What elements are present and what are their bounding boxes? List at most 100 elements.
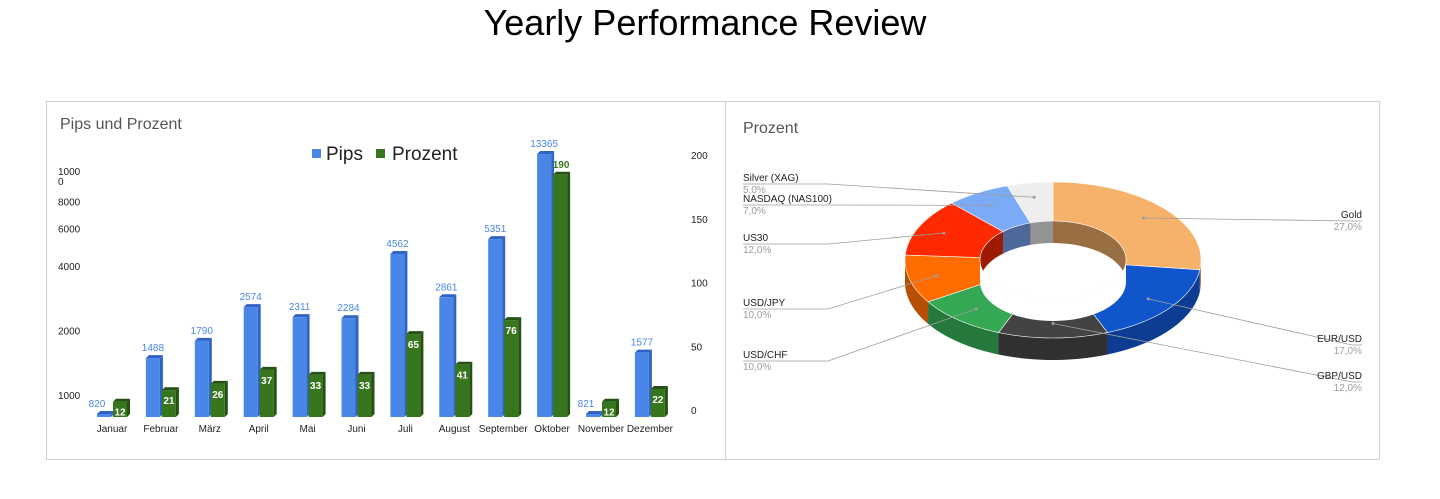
bar-pips-top	[194, 337, 212, 341]
data-label-pips: 1488	[142, 343, 165, 354]
x-axis-tick: Januar	[97, 424, 128, 435]
bar-prozent-side	[175, 387, 179, 417]
leader-line	[1148, 298, 1362, 346]
bar-pips	[243, 307, 258, 417]
bar-chart-panel: Pips und Prozent Pips Prozent 1000 2000 4000…	[46, 101, 726, 460]
leader-dot	[990, 203, 994, 207]
bar-pips-top	[488, 236, 506, 240]
x-axis-tick: November	[578, 424, 625, 435]
leader-line	[743, 183, 1035, 198]
bar-prozent-top	[602, 398, 619, 402]
bar-pips	[439, 297, 454, 417]
data-label-prozent: 65	[408, 340, 420, 351]
legend-swatch-pips	[312, 149, 321, 158]
leader-dot	[942, 231, 946, 235]
data-label-pips: 1577	[631, 338, 654, 349]
data-label-prozent: 26	[212, 390, 224, 401]
right-axis-tick: 100	[691, 279, 708, 290]
bar-pips-top	[537, 151, 555, 155]
slice-wall	[1107, 269, 1200, 355]
left-axis-tick: 1000	[58, 391, 81, 402]
bar-pips	[634, 352, 649, 417]
data-label-pips: 1790	[191, 326, 214, 337]
bar-pips-top	[243, 304, 261, 308]
right-axis-tick: 50	[691, 342, 703, 353]
left-axis-tick: 6000	[58, 224, 81, 235]
bar-prozent-side	[127, 398, 130, 417]
bar-pips-top	[634, 349, 652, 353]
bar-prozent-side	[469, 361, 473, 417]
bar-prozent	[406, 334, 421, 417]
bar-prozent-side	[224, 380, 228, 417]
slice-inner-wall	[980, 231, 1004, 280]
bar-pips-top	[145, 355, 163, 359]
bar-prozent-top	[553, 171, 571, 175]
bar-prozent	[259, 369, 274, 417]
bar-pips	[145, 358, 160, 417]
bar-pips	[194, 340, 209, 417]
slice-percent: 12,0%	[743, 245, 771, 256]
leader-line	[1052, 323, 1362, 383]
slice-inner-wall	[1003, 222, 1031, 254]
slice-label: NASDAQ (NAS100)	[743, 194, 832, 205]
bar-pips-top	[439, 294, 457, 298]
data-label-pips: 2284	[337, 303, 360, 314]
bar-prozent-side	[273, 366, 277, 417]
data-label-pips: 2861	[435, 282, 458, 293]
bar-prozent	[113, 401, 127, 417]
leader-dot	[1032, 195, 1036, 199]
bar-prozent-side	[420, 331, 424, 417]
slice-wall	[1199, 260, 1201, 292]
bar-prozent-top	[406, 331, 424, 335]
slice-wall	[998, 332, 1108, 360]
donut-hole	[980, 260, 1126, 321]
leader-line	[743, 275, 937, 310]
bar-prozent-side	[616, 398, 619, 417]
slice-percent: 5,0%	[743, 185, 766, 196]
bar-prozent-side	[518, 317, 522, 417]
bar-prozent	[455, 364, 470, 417]
data-label-pips: 821	[578, 399, 595, 410]
page-title: Yearly Performance Review	[483, 2, 927, 43]
slice-percent: 10,0%	[743, 310, 771, 321]
slice-label: Silver (XAG)	[743, 173, 799, 184]
bar-chart: Pips Prozent10002000400060008000100000501…	[58, 139, 708, 435]
left-axis-tick: 2000	[58, 327, 81, 338]
data-label-prozent: 33	[310, 381, 322, 392]
bar-pips-top	[390, 250, 408, 254]
bar-pips-top	[586, 411, 603, 414]
bar-pips-top	[97, 411, 114, 414]
bar-prozent-top	[504, 317, 522, 321]
bar-prozent-top	[210, 380, 228, 384]
bar-prozent	[161, 390, 176, 417]
bar-prozent	[357, 374, 372, 417]
slice	[1006, 181, 1054, 224]
pie-chart-panel: Prozent Gold 27,0% EUR/USD 17,0% GBP/USD 12,0…	[725, 101, 1380, 460]
slice-percent: 12,0%	[1334, 383, 1362, 394]
bar-prozent-side	[664, 385, 668, 417]
left-axis-tick: 4000	[58, 262, 81, 273]
bar-pips	[537, 154, 552, 417]
slice-percent: 17,0%	[1334, 346, 1362, 357]
bar-prozent	[504, 320, 519, 417]
bar-pips	[341, 318, 356, 417]
bar-pips	[488, 239, 503, 417]
right-axis-tick: 0	[691, 406, 697, 417]
slice-percent: 27,0%	[1334, 222, 1362, 233]
chart-legend: Pips Prozent	[312, 144, 458, 165]
x-axis-tick: Oktober	[534, 424, 570, 435]
legend-label-pips: Pips	[326, 144, 363, 165]
data-label-prozent: 21	[163, 396, 175, 407]
slice-label: US30	[743, 233, 768, 244]
x-axis-tick: Juli	[398, 424, 413, 435]
slice-percent: 10,0%	[743, 362, 771, 373]
data-label-prozent: 33	[359, 381, 371, 392]
slice-inner-wall	[1030, 221, 1053, 245]
pie-chart: Gold27,0%EUR/USD17,0%GBP/USD12,0%USD/CHF…	[743, 173, 1362, 394]
slice-wall	[928, 301, 999, 355]
slice-inner-wall	[1053, 221, 1126, 282]
data-label-pips: 820	[89, 399, 106, 410]
bar-pips	[586, 414, 600, 417]
data-label-prozent: 76	[506, 326, 518, 337]
bar-prozent-side	[322, 371, 326, 417]
